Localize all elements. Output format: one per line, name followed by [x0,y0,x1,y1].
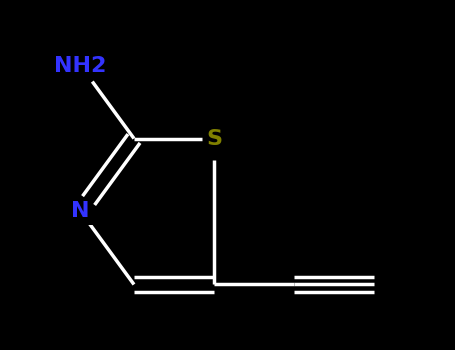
Text: S: S [206,128,222,148]
Text: NH2: NH2 [54,56,107,76]
Text: N: N [71,202,90,222]
